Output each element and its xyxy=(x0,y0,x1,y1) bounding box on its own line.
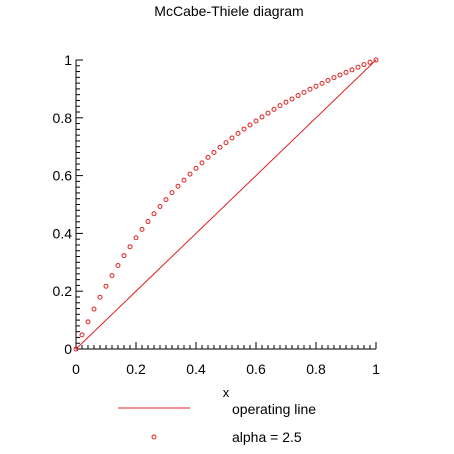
equilibrium-point xyxy=(253,118,259,124)
equilibrium-point xyxy=(127,244,133,250)
equilibrium-point xyxy=(283,99,289,105)
y-tick-label: 0.4 xyxy=(53,225,73,241)
equilibrium-point xyxy=(109,273,115,279)
chart-title: McCabe-Thiele diagram xyxy=(154,3,303,19)
equilibrium-point xyxy=(91,306,97,312)
equilibrium-point xyxy=(169,190,175,196)
equilibrium-point xyxy=(373,57,379,63)
y-tick-label: 0 xyxy=(64,341,72,357)
equilibrium-point xyxy=(217,144,223,150)
equilibrium-point xyxy=(115,262,121,268)
x-tick-label: 0.8 xyxy=(306,361,326,377)
plot-area xyxy=(73,57,379,352)
equilibrium-point xyxy=(265,110,271,116)
equilibrium-point xyxy=(307,86,313,92)
equilibrium-point xyxy=(301,89,307,95)
equilibrium-point xyxy=(355,64,361,70)
equilibrium-point xyxy=(139,226,145,232)
equilibrium-point xyxy=(289,96,295,102)
equilibrium-point xyxy=(271,106,277,112)
y-tick-label: 0.2 xyxy=(53,283,73,299)
equilibrium-point xyxy=(205,154,211,160)
equilibrium-point xyxy=(229,135,235,141)
equilibrium-point xyxy=(223,140,229,146)
equilibrium-point xyxy=(73,346,79,352)
equilibrium-point xyxy=(247,122,253,128)
x-tick-label: 1 xyxy=(372,361,380,377)
equilibrium-point xyxy=(367,59,373,65)
x-tick-label: 0 xyxy=(72,361,80,377)
equilibrium-point xyxy=(79,332,85,338)
x-tick-label: 0.2 xyxy=(126,361,146,377)
operating-line xyxy=(75,59,377,350)
x-axis-label: x xyxy=(223,385,230,400)
y-tick-label: 0.6 xyxy=(53,168,73,184)
tick-marks xyxy=(75,59,377,350)
equilibrium-point xyxy=(337,72,343,78)
equilibrium-point xyxy=(97,294,103,300)
equilibrium-point xyxy=(181,177,187,183)
equilibrium-point xyxy=(199,160,205,166)
legend-label-alpha: alpha = 2.5 xyxy=(232,429,302,445)
x-tick-label: 0.4 xyxy=(186,361,206,377)
legend-point-swatch xyxy=(151,434,157,440)
tick-labels: 0 0.2 0.4 0.6 0.8 1 0 0.2 0.4 0.6 0.8 1 xyxy=(53,52,381,377)
equilibrium-point xyxy=(163,197,169,203)
equilibrium-point xyxy=(349,67,355,73)
equilibrium-point xyxy=(85,319,91,325)
equilibrium-point xyxy=(295,93,301,99)
equilibrium-point xyxy=(319,80,325,86)
equilibrium-point xyxy=(175,183,181,189)
equilibrium-point xyxy=(157,204,163,210)
y-tick-label: 1 xyxy=(64,52,72,68)
equilibrium-point xyxy=(235,130,241,136)
equilibrium-point xyxy=(133,235,139,241)
equilibrium-point xyxy=(145,219,151,225)
equilibrium-point xyxy=(343,69,349,75)
equilibrium-point xyxy=(211,149,217,155)
legend: operating line alpha = 2.5 xyxy=(118,401,316,445)
legend-label-operating-line: operating line xyxy=(232,401,316,417)
equilibrium-point xyxy=(325,78,331,84)
equilibrium-point xyxy=(331,75,337,81)
equilibrium-point xyxy=(193,165,199,171)
equilibrium-point xyxy=(121,253,127,259)
equilibrium-point xyxy=(103,283,109,289)
equilibrium-point xyxy=(187,171,193,177)
equilibrium-point xyxy=(241,126,247,132)
y-tick-label: 0.8 xyxy=(53,110,73,126)
equilibrium-point xyxy=(313,83,319,89)
equilibrium-point xyxy=(277,103,283,109)
equilibrium-point xyxy=(259,114,265,120)
equilibrium-point xyxy=(151,211,157,217)
equilibrium-point xyxy=(361,62,367,68)
x-tick-label: 0.6 xyxy=(246,361,266,377)
